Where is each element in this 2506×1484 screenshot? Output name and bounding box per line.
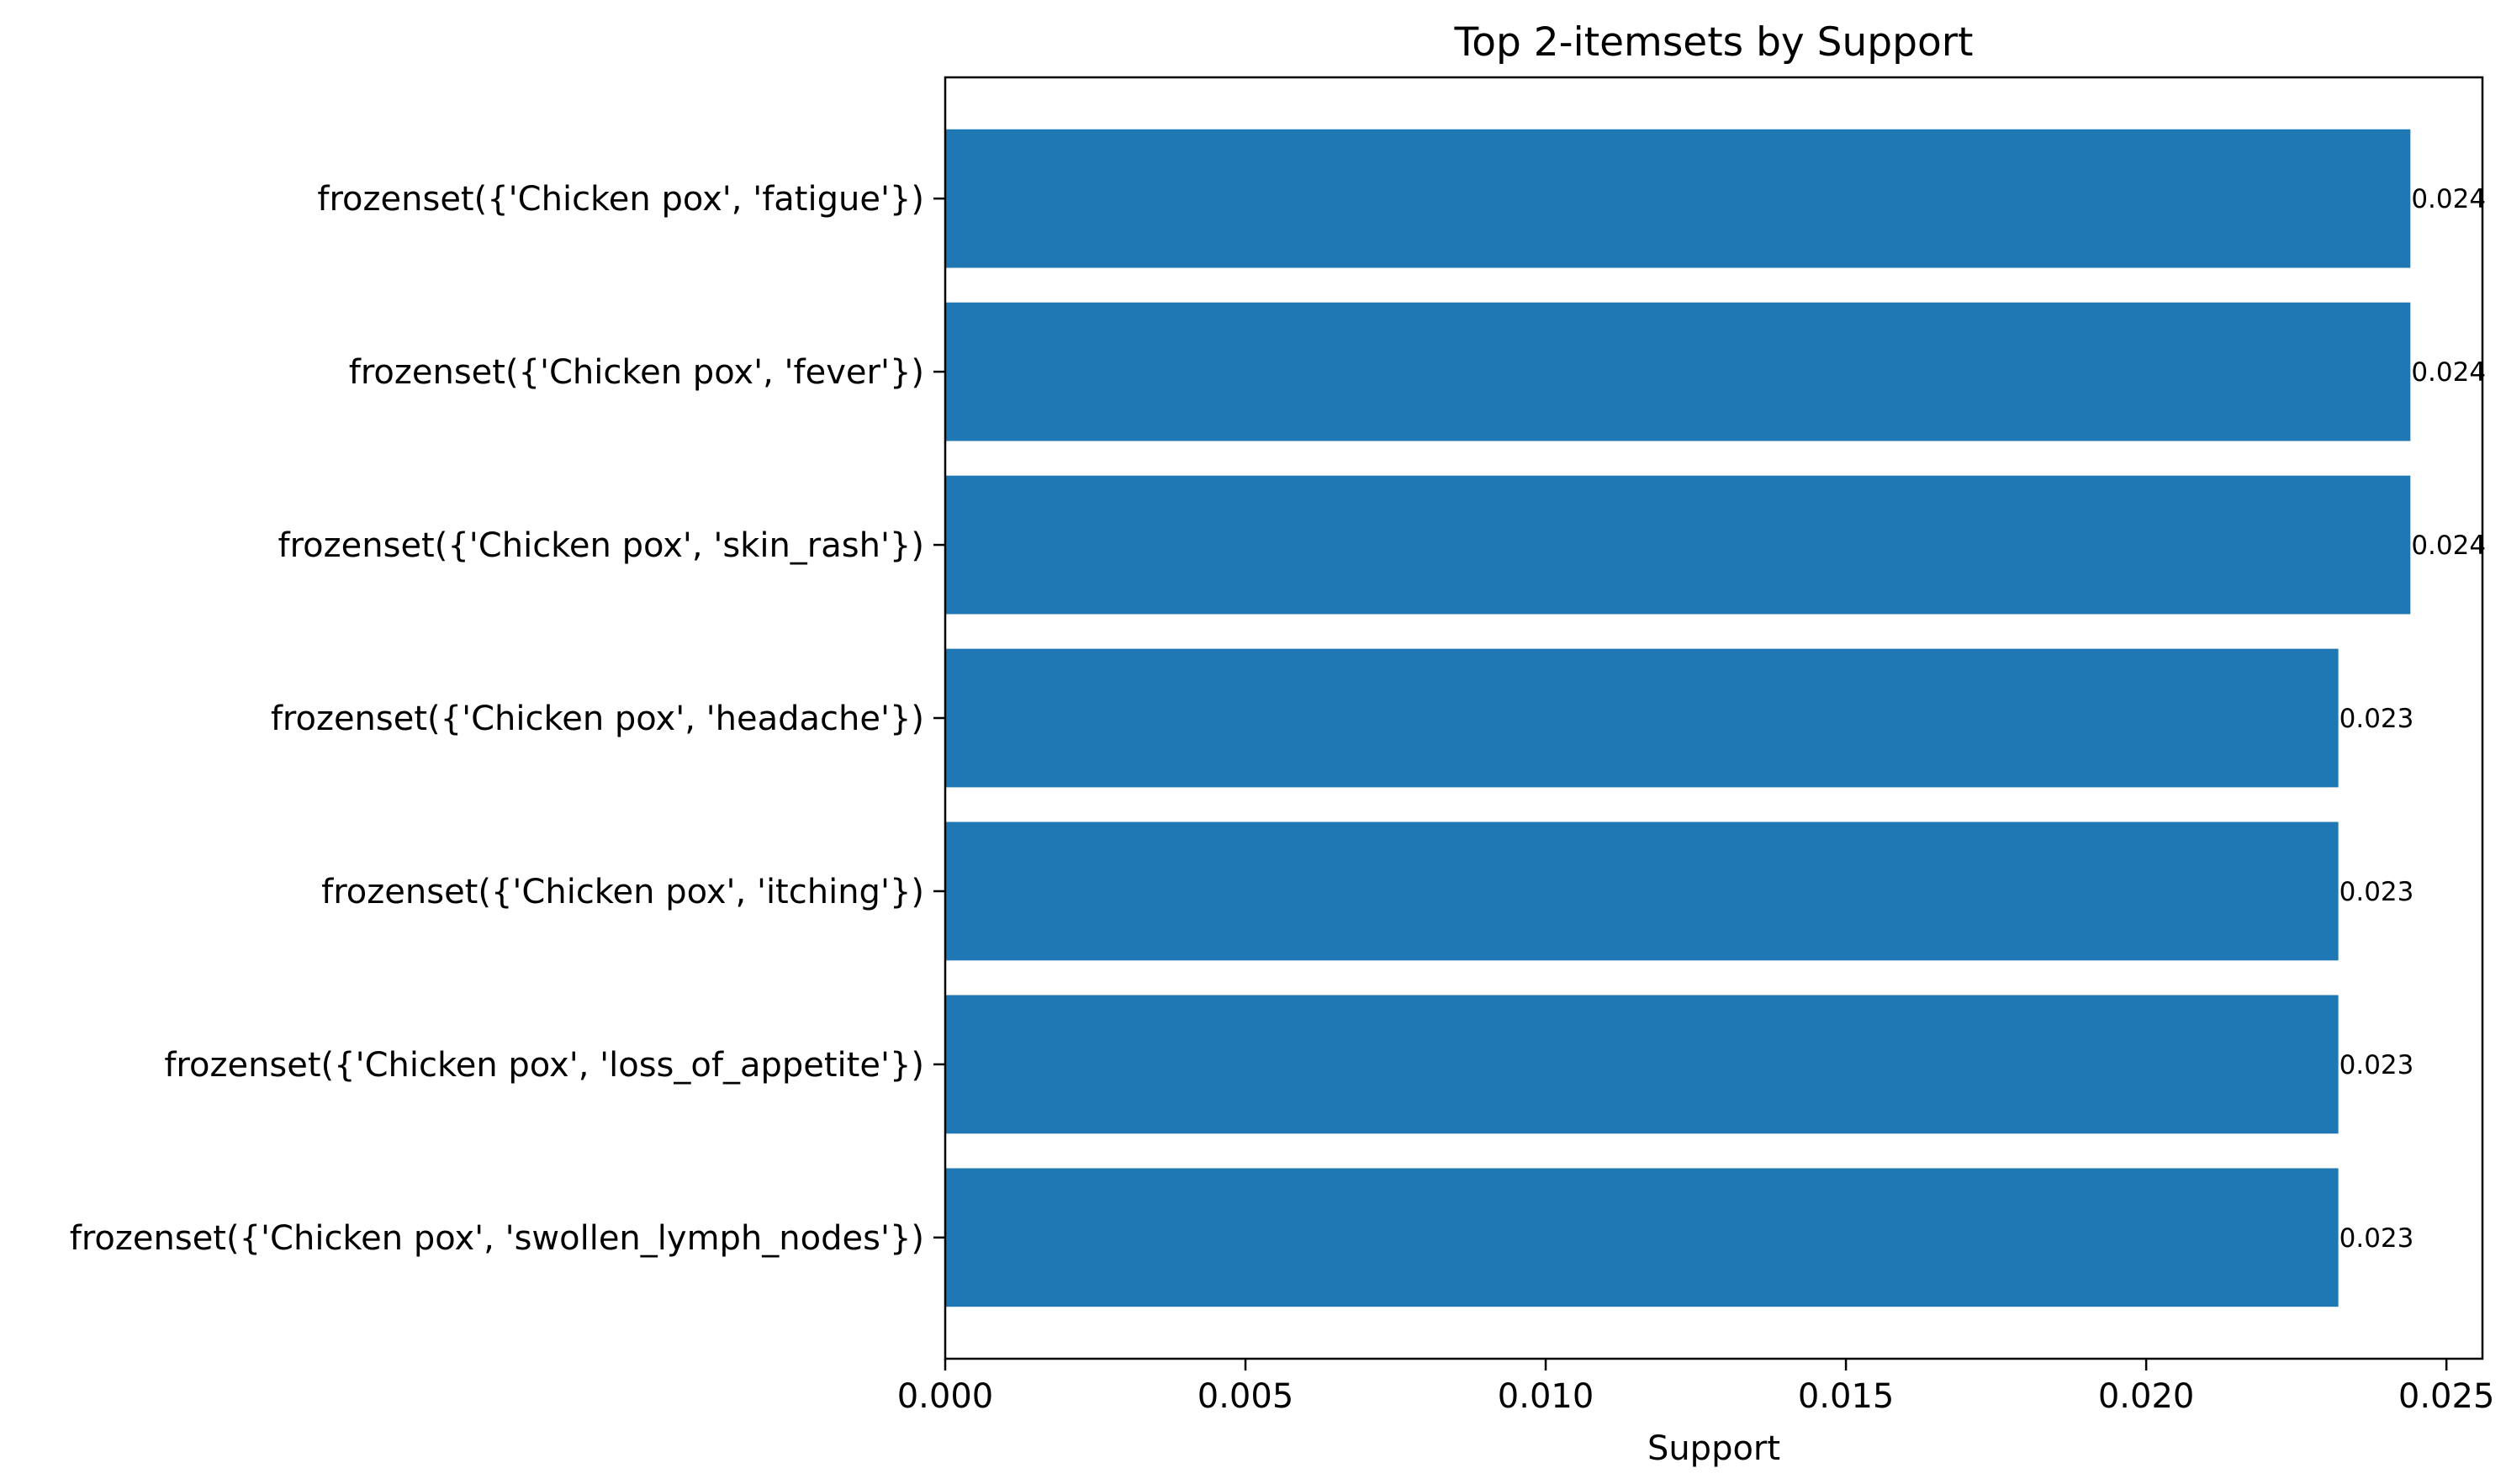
bar-5 (945, 821, 2339, 961)
y-tick-label: frozenset({'Chicken pox', 'swollen_lymph… (70, 1219, 924, 1258)
x-axis-ticks: 0.000 0.005 0.010 0.015 0.020 0.025 (897, 1359, 2495, 1416)
bar-value-label: 0.024 (2411, 357, 2486, 388)
bar-3 (945, 475, 2411, 615)
x-tick-label: 0.015 (1798, 1377, 1895, 1416)
bar-value-label: 0.023 (2339, 1050, 2414, 1080)
bars-layer (945, 129, 2411, 1307)
y-axis-ticks: frozenset({'Chicken pox', 'fatigue'}) fro… (70, 180, 945, 1258)
bar-4 (945, 648, 2339, 788)
x-tick-label: 0.020 (2098, 1377, 2195, 1416)
x-axis-title: Support (1647, 1429, 1780, 1468)
chart-title: Top 2-itemsets by Support (1454, 19, 1974, 66)
y-tick-label: frozenset({'Chicken pox', 'fatigue'}) (317, 180, 924, 219)
y-tick-label: frozenset({'Chicken pox', 'itching'}) (321, 873, 924, 911)
y-tick-label: frozenset({'Chicken pox', 'skin_rash'}) (278, 526, 924, 565)
bar-2 (945, 302, 2411, 441)
bar-value-label: 0.023 (2339, 1223, 2414, 1254)
bar-value-label: 0.023 (2339, 704, 2414, 734)
x-tick-label: 0.010 (1498, 1377, 1594, 1416)
x-tick-label: 0.025 (2398, 1377, 2495, 1416)
bar-value-label: 0.023 (2339, 877, 2414, 907)
y-tick-label: frozenset({'Chicken pox', 'loss_of_appet… (164, 1046, 924, 1085)
x-tick-label: 0.000 (897, 1377, 994, 1416)
x-tick-label: 0.005 (1197, 1377, 1294, 1416)
bar-value-label: 0.024 (2411, 531, 2486, 561)
bar-1 (945, 129, 2411, 268)
bar-6 (945, 995, 2339, 1134)
value-labels-layer: 0.024 0.024 0.024 0.023 0.023 0.023 0.023 (2339, 184, 2486, 1254)
y-tick-label: frozenset({'Chicken pox', 'headache'}) (271, 700, 924, 738)
y-tick-label: frozenset({'Chicken pox', 'fever'}) (349, 353, 924, 392)
bar-7 (945, 1168, 2339, 1307)
bar-value-label: 0.024 (2411, 184, 2486, 214)
